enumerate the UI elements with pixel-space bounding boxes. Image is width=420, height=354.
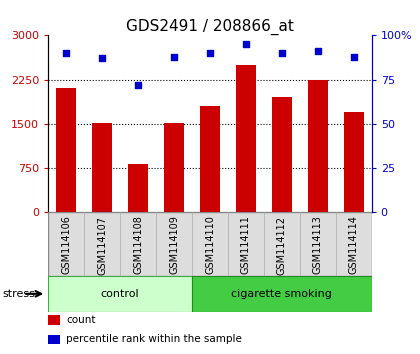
Text: GSM114112: GSM114112 [277, 216, 287, 275]
Text: GSM114113: GSM114113 [313, 216, 323, 274]
Point [99, 56, 105, 61]
Point [63, 50, 70, 56]
Point [207, 50, 213, 56]
Point [315, 48, 321, 54]
Bar [164, 123, 184, 212]
Bar [236, 65, 256, 212]
Bar [48, 276, 192, 312]
Bar [272, 97, 292, 212]
Text: stress: stress [2, 289, 35, 299]
Text: GSM114110: GSM114110 [205, 216, 215, 274]
Bar [344, 112, 364, 212]
Bar [308, 80, 328, 212]
Text: GSM114114: GSM114114 [349, 216, 359, 274]
Text: control: control [101, 289, 139, 299]
Bar [92, 123, 112, 212]
Bar [200, 106, 220, 212]
Title: GDS2491 / 208866_at: GDS2491 / 208866_at [126, 19, 294, 35]
Bar [48, 315, 60, 325]
Point [350, 54, 357, 59]
Text: percentile rank within the sample: percentile rank within the sample [66, 334, 242, 344]
Bar [48, 335, 60, 344]
Point [278, 50, 285, 56]
Text: GSM114108: GSM114108 [133, 216, 143, 274]
Point [243, 41, 249, 47]
Bar [56, 88, 76, 212]
Bar [192, 276, 372, 312]
Text: GSM114111: GSM114111 [241, 216, 251, 274]
Bar [128, 164, 148, 212]
Text: GSM114109: GSM114109 [169, 216, 179, 274]
Text: cigarette smoking: cigarette smoking [231, 289, 332, 299]
Text: count: count [66, 315, 96, 325]
Text: GSM114106: GSM114106 [61, 216, 71, 274]
Text: GSM114107: GSM114107 [97, 216, 107, 275]
Point [135, 82, 142, 88]
Point [171, 54, 177, 59]
